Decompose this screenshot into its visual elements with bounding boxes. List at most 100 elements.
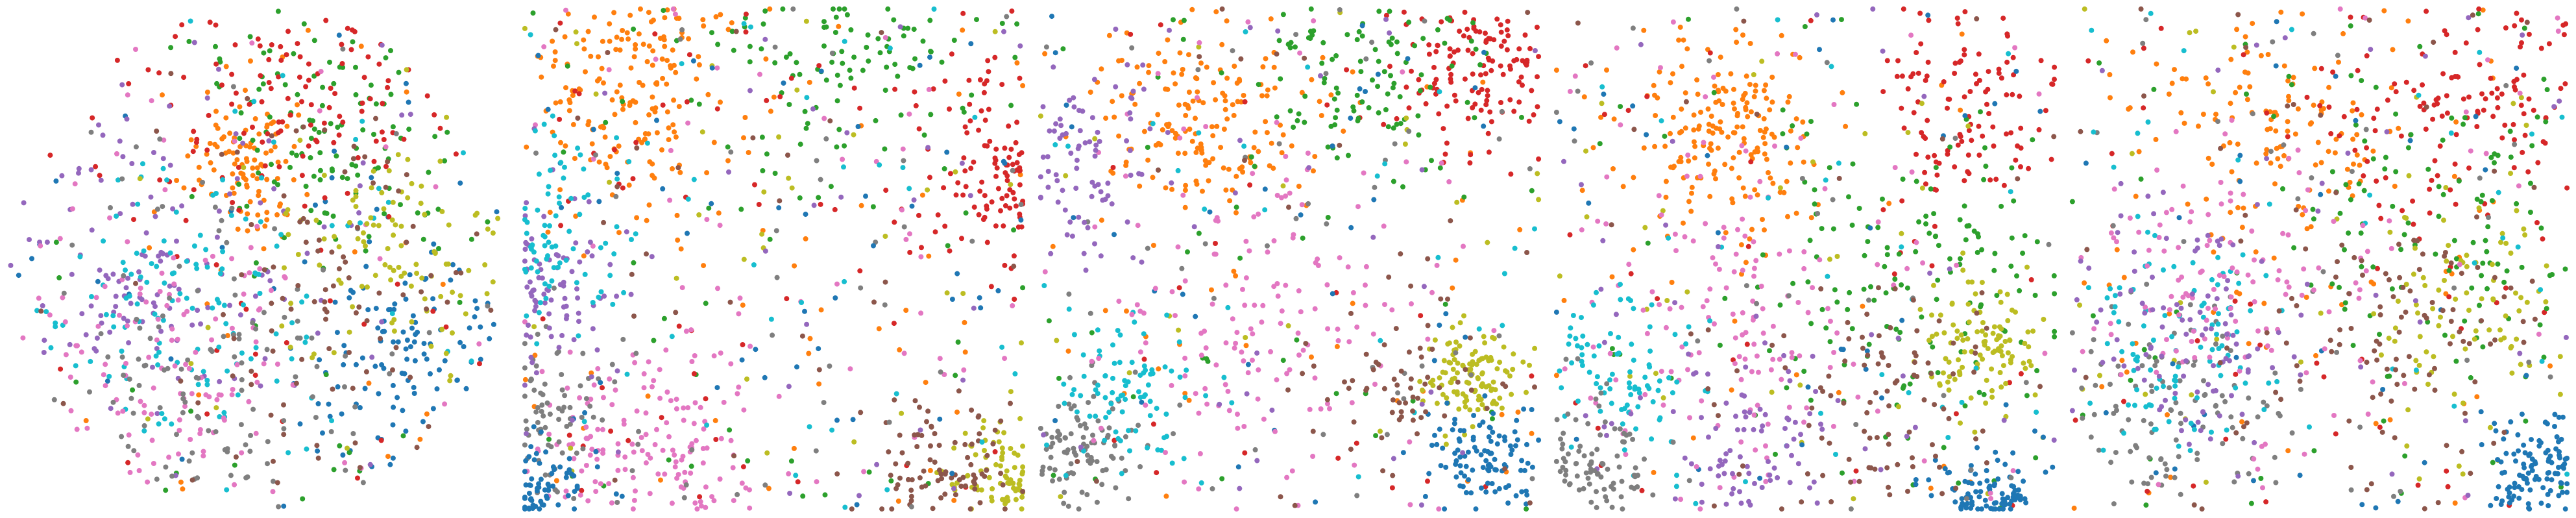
point-blue xyxy=(1508,452,1514,457)
point-gray xyxy=(1406,129,1412,134)
point-red xyxy=(684,99,690,105)
point-purple xyxy=(614,293,620,299)
point-orange xyxy=(254,176,260,182)
point-red xyxy=(1012,297,1017,302)
point-orange xyxy=(670,122,676,128)
point-gray xyxy=(556,417,562,423)
point-cyan xyxy=(149,261,154,267)
point-orange xyxy=(264,217,270,223)
point-blue xyxy=(1840,347,1846,352)
point-cyan xyxy=(1012,371,1018,376)
point-olive xyxy=(1463,404,1468,410)
point-pink xyxy=(692,353,698,358)
point-pink xyxy=(1243,275,1249,281)
point-olive xyxy=(1664,298,1670,303)
point-purple xyxy=(1074,157,1080,163)
point-cyan xyxy=(191,243,197,249)
point-red xyxy=(191,187,197,193)
point-pink xyxy=(899,207,905,213)
point-olive xyxy=(353,193,359,199)
point-orange xyxy=(1182,391,1188,397)
point-blue xyxy=(565,493,571,499)
point-orange xyxy=(1309,354,1314,360)
point-gray xyxy=(561,404,567,410)
point-blue xyxy=(1529,407,1535,412)
point-olive xyxy=(1945,379,1950,385)
point-red xyxy=(2052,77,2057,82)
point-blue xyxy=(753,347,759,352)
point-red xyxy=(697,494,703,500)
point-green xyxy=(363,248,369,254)
point-pink xyxy=(1679,304,1684,310)
point-gray xyxy=(245,474,250,480)
point-orange xyxy=(1689,184,1695,190)
point-olive xyxy=(490,230,496,236)
point-green xyxy=(620,99,626,105)
point-green xyxy=(444,129,450,135)
point-pink xyxy=(607,376,613,382)
point-orange xyxy=(1785,99,1791,105)
point-red xyxy=(1467,160,1473,166)
point-orange xyxy=(1263,56,1269,62)
point-orange xyxy=(258,162,264,167)
point-blue xyxy=(954,271,960,277)
point-gray xyxy=(239,377,245,382)
point-brown xyxy=(953,492,958,498)
point-pink xyxy=(606,67,612,73)
point-green xyxy=(232,462,237,468)
point-gray xyxy=(556,439,562,445)
point-red xyxy=(1470,71,1476,77)
point-olive xyxy=(1941,370,1946,376)
point-pink xyxy=(1233,506,1239,512)
point-brown xyxy=(1532,384,1537,390)
point-gray xyxy=(559,387,565,393)
point-orange xyxy=(1317,99,1322,105)
point-pink xyxy=(20,335,26,341)
point-orange xyxy=(640,42,646,47)
point-green xyxy=(1975,249,1980,255)
point-pink xyxy=(657,395,663,401)
point-orange xyxy=(1681,37,1686,43)
point-red xyxy=(1958,58,1963,64)
point-green xyxy=(1932,234,1938,240)
point-pink xyxy=(1242,302,1248,308)
point-purple xyxy=(1076,214,1082,220)
point-olive xyxy=(1420,388,1425,393)
point-green xyxy=(787,51,793,56)
point-blue xyxy=(457,339,463,345)
point-purple xyxy=(234,176,240,182)
point-red xyxy=(968,166,974,171)
point-green xyxy=(759,46,764,52)
point-red xyxy=(659,415,664,421)
point-brown xyxy=(912,398,918,404)
point-blue xyxy=(1313,499,1318,505)
point-orange xyxy=(211,167,217,173)
point-pink xyxy=(674,397,679,402)
point-orange xyxy=(1793,372,1799,378)
point-red xyxy=(1976,153,1982,158)
point-purple xyxy=(527,279,533,285)
point-blue xyxy=(1715,230,1721,236)
point-blue xyxy=(523,482,529,488)
point-blue xyxy=(1521,406,1527,412)
point-pink xyxy=(641,385,647,391)
point-green xyxy=(725,144,731,150)
point-purple xyxy=(1092,241,1097,247)
point-olive xyxy=(1941,330,1947,336)
point-gray xyxy=(147,336,153,341)
point-red xyxy=(1477,29,1483,35)
point-orange xyxy=(672,129,677,135)
point-purple xyxy=(96,122,101,128)
point-orange xyxy=(1137,183,1143,189)
point-cyan xyxy=(633,231,638,237)
point-brown xyxy=(990,441,996,447)
point-purple xyxy=(158,258,164,264)
point-gray xyxy=(1401,396,1407,402)
point-orange xyxy=(1173,81,1178,87)
point-blue xyxy=(1529,464,1535,470)
point-gray xyxy=(1094,499,1100,505)
point-pink xyxy=(692,400,698,406)
point-olive xyxy=(522,25,528,31)
point-orange xyxy=(1165,37,1171,43)
point-cyan xyxy=(524,230,529,236)
